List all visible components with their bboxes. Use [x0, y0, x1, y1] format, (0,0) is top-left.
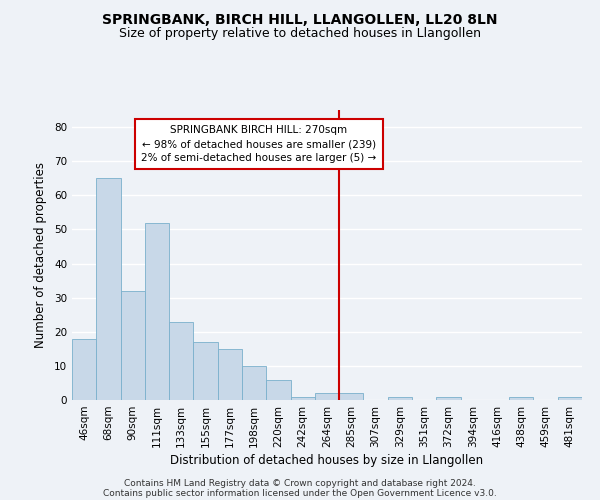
X-axis label: Distribution of detached houses by size in Llangollen: Distribution of detached houses by size …	[170, 454, 484, 467]
Text: SPRINGBANK BIRCH HILL: 270sqm
← 98% of detached houses are smaller (239)
2% of s: SPRINGBANK BIRCH HILL: 270sqm ← 98% of d…	[142, 125, 377, 163]
Bar	[388, 396, 412, 400]
Text: SPRINGBANK, BIRCH HILL, LLANGOLLEN, LL20 8LN: SPRINGBANK, BIRCH HILL, LLANGOLLEN, LL20…	[102, 12, 498, 26]
Bar	[266, 380, 290, 400]
Bar	[193, 342, 218, 400]
Bar	[96, 178, 121, 400]
Bar	[72, 338, 96, 400]
Text: Size of property relative to detached houses in Llangollen: Size of property relative to detached ho…	[119, 28, 481, 40]
Bar	[169, 322, 193, 400]
Text: Contains public sector information licensed under the Open Government Licence v3: Contains public sector information licen…	[103, 488, 497, 498]
Bar	[509, 396, 533, 400]
Y-axis label: Number of detached properties: Number of detached properties	[34, 162, 47, 348]
Bar	[145, 222, 169, 400]
Bar	[242, 366, 266, 400]
Bar	[339, 393, 364, 400]
Bar	[436, 396, 461, 400]
Bar	[218, 349, 242, 400]
Bar	[315, 393, 339, 400]
Text: Contains HM Land Registry data © Crown copyright and database right 2024.: Contains HM Land Registry data © Crown c…	[124, 478, 476, 488]
Bar	[558, 396, 582, 400]
Bar	[121, 291, 145, 400]
Bar	[290, 396, 315, 400]
